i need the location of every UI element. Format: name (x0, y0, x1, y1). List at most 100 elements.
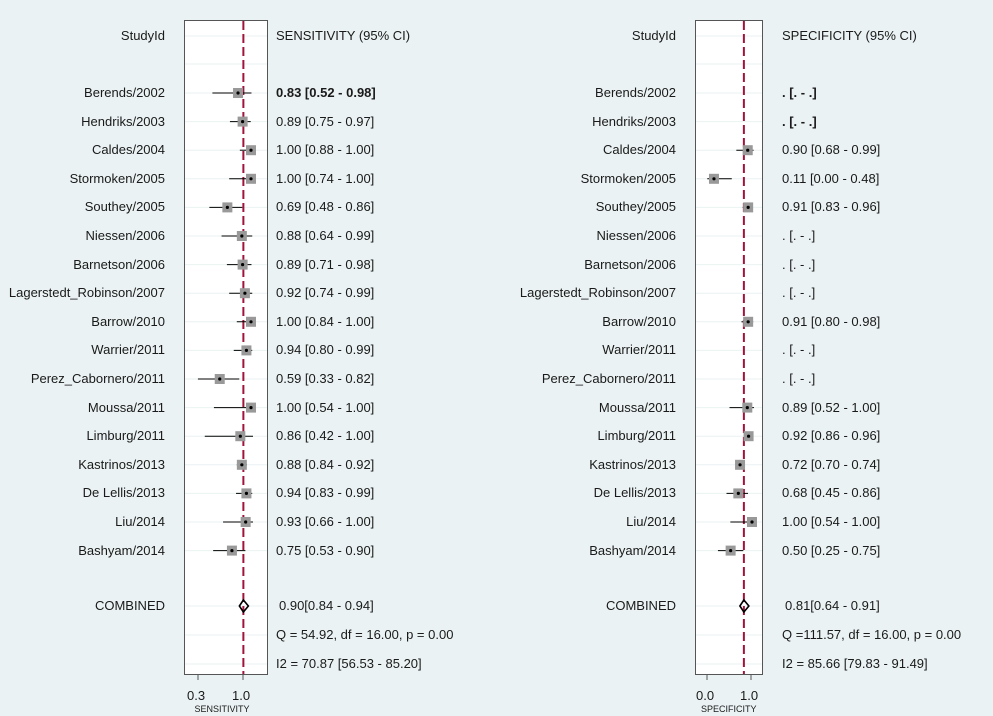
study-estimate-text: 0.83 [0.52 - 0.98] (276, 85, 376, 100)
study-name: Bashyam/2014 (78, 542, 165, 558)
point-estimate (249, 406, 253, 410)
study-name: Moussa/2011 (598, 399, 676, 415)
column-header-value: SENSITIVITY (95% CI) (276, 28, 411, 43)
study-name: Caldes/2004 (92, 142, 165, 158)
combined-label: COMBINED (94, 598, 165, 613)
study-estimate-text: 0.94 [0.83 - 0.99] (276, 485, 375, 501)
study-estimate-text: 0.89 [0.71 - 0.98] (276, 256, 375, 272)
study-estimate-text: . [. - .] (782, 113, 817, 129)
point-estimate (240, 234, 244, 238)
point-estimate (736, 491, 740, 495)
point-estimate (244, 520, 248, 524)
study-estimate-text: 0.68 [0.45 - 0.86] (782, 485, 881, 501)
point-estimate (243, 291, 247, 295)
study-name: Niessen/2006 (85, 228, 166, 243)
study-name: Limburg/2011 (86, 428, 165, 444)
study-estimate-text: 0.11 [0.00 - 0.48] (782, 170, 880, 186)
study-estimate-text: 0.94 [0.80 - 0.99] (276, 342, 375, 358)
point-estimate (240, 463, 244, 467)
study-estimate-text: 0.91 [0.83 - 0.96] (782, 199, 881, 215)
heterogeneity-i2-stat: I2 = 70.87 [56.53 - 85.20] (276, 656, 422, 671)
study-estimate-text: 1.00 [0.84 - 1.00] (276, 313, 375, 329)
point-estimate (738, 463, 742, 467)
study-name: Warrier/2011 (602, 342, 676, 358)
combined-label: COMBINED (605, 598, 676, 613)
plot-panel-sensitivity (184, 20, 268, 675)
study-estimate-text: 0.50 [0.25 - 0.75] (782, 542, 881, 558)
study-estimate-text: 0.86 [0.42 - 1.00] (276, 428, 375, 444)
study-estimate-text: 1.00 [0.54 - 1.00] (782, 514, 881, 529)
study-name: Hendriks/2003 (592, 113, 676, 129)
study-estimate-text: . [. - .] (782, 342, 816, 358)
study-estimate-text: 0.72 [0.70 - 0.74] (782, 456, 881, 472)
point-estimate (746, 205, 750, 209)
study-name: Liu/2014 (115, 514, 165, 529)
point-estimate (745, 406, 749, 410)
x-tick-label: 0.3 (187, 688, 206, 703)
point-estimate (729, 549, 733, 553)
study-name: De Lellis/2013 (82, 485, 165, 501)
study-name: Liu/2014 (626, 514, 676, 529)
point-estimate (244, 491, 249, 495)
study-estimate-text: 1.00 [0.74 - 1.00] (276, 170, 375, 186)
study-estimate-text: 0.93 [0.66 - 1.00] (276, 514, 375, 529)
point-estimate (249, 148, 253, 152)
study-name: Southey/2005 (595, 199, 676, 215)
study-name: Lagerstedt_Robinson/2007 (8, 285, 165, 301)
study-estimate-text: 0.89 [0.75 - 0.97] (276, 113, 375, 129)
study-estimate-text: . [. - .] (782, 285, 816, 301)
plot-panel-specificity (695, 20, 763, 675)
point-estimate (746, 148, 750, 152)
x-tick-label: 0.0 (696, 688, 715, 703)
point-estimate (750, 520, 754, 524)
combined-diamond (738, 598, 750, 614)
study-name: De Lellis/2013 (593, 485, 676, 501)
point-estimate (241, 120, 245, 124)
study-estimate-text: 0.88 [0.84 - 0.92] (276, 456, 375, 472)
study-estimate-text: 0.90 [0.68 - 0.99] (782, 142, 881, 158)
x-tick-label: 1.0 (232, 688, 251, 703)
point-estimate (218, 377, 222, 381)
point-estimate (230, 549, 234, 553)
study-estimate-text: 0.88 [0.64 - 0.99] (276, 228, 375, 243)
point-estimate (236, 91, 240, 95)
column-header-study: StudyId (631, 28, 676, 43)
study-estimate-text: 1.00 [0.54 - 1.00] (276, 399, 375, 415)
study-name: Southey/2005 (84, 199, 165, 215)
study-name: Bashyam/2014 (589, 542, 676, 558)
column-header-value: SPECIFICITY (95% CI) (782, 28, 917, 43)
x-axis-title: SPECIFICITY (701, 704, 757, 714)
point-estimate (238, 434, 242, 438)
study-estimate-text: . [. - .] (782, 228, 816, 243)
point-estimate (241, 263, 245, 267)
study-name: Barrow/2010 (602, 313, 676, 329)
study-name: Stormoken/2005 (69, 170, 165, 186)
study-name: Barnetson/2006 (73, 256, 165, 272)
study-name: Limburg/2011 (597, 428, 676, 444)
point-estimate (225, 205, 229, 209)
point-estimate (244, 348, 249, 352)
study-name: Hendriks/2003 (81, 113, 165, 129)
study-estimate-text: 0.69 [0.48 - 0.86] (276, 199, 375, 215)
study-estimate-text: . [. - .] (782, 371, 816, 386)
study-estimate-text: 1.00 [0.88 - 1.00] (276, 142, 375, 158)
heterogeneity-q-stat: Q = 54.92, df = 16.00, p = 0.00 (276, 627, 454, 642)
study-estimate-text: 0.89 [0.52 - 1.00] (782, 399, 881, 415)
study-estimate-text: 0.75 [0.53 - 0.90] (276, 542, 375, 558)
study-name: Kastrinos/2013 (589, 456, 676, 472)
study-name: Niessen/2006 (596, 228, 677, 243)
heterogeneity-i2-stat: I2 = 85.66 [79.83 - 91.49] (782, 656, 928, 671)
study-estimate-text: 0.91 [0.80 - 0.98] (782, 313, 881, 329)
x-tick-label: 1.0 (740, 688, 759, 703)
study-estimate-text: . [. - .] (782, 256, 816, 272)
combined-estimate-text: 0.81[0.64 - 0.91] (785, 598, 880, 613)
heterogeneity-q-stat: Q =111.57, df = 16.00, p = 0.00 (782, 627, 962, 642)
study-estimate-text: . [. - .] (782, 85, 817, 100)
column-header-study: StudyId (120, 28, 165, 43)
study-estimate-text: 0.92 [0.86 - 0.96] (782, 428, 881, 444)
study-estimate-text: 0.92 [0.74 - 0.99] (276, 285, 375, 301)
study-name: Lagerstedt_Robinson/2007 (519, 285, 676, 301)
combined-diamond (238, 598, 250, 614)
